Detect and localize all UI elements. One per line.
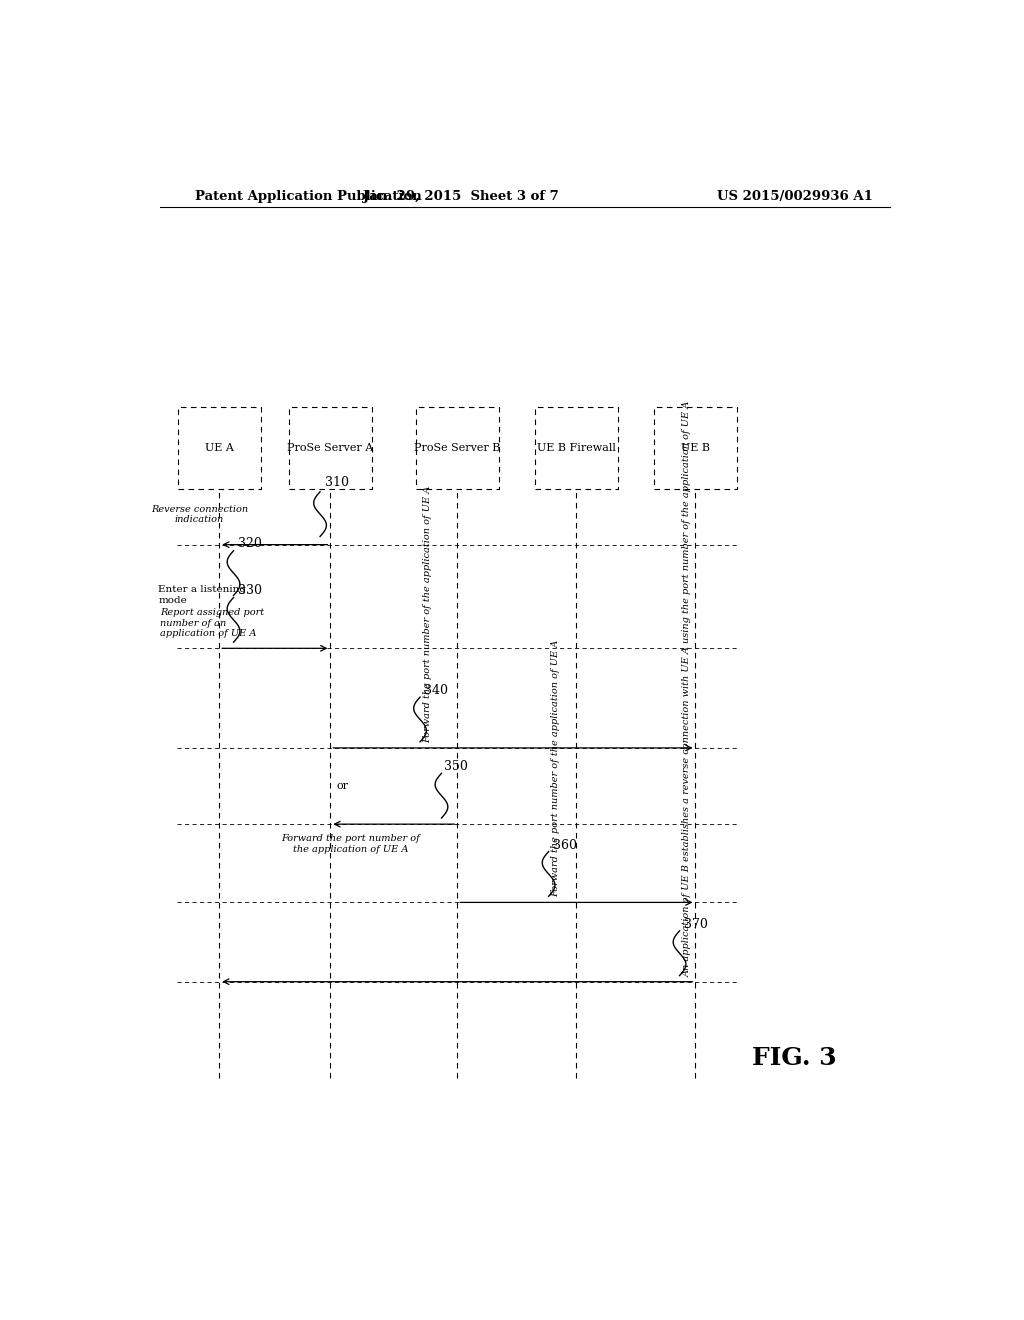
Text: 310: 310 xyxy=(325,475,349,488)
Text: FIG. 3: FIG. 3 xyxy=(753,1045,837,1071)
Text: Report assigned port
number of an
application of UE A: Report assigned port number of an applic… xyxy=(160,609,264,638)
Text: or: or xyxy=(336,781,348,791)
Text: 370: 370 xyxy=(684,917,708,931)
Text: Patent Application Publication: Patent Application Publication xyxy=(196,190,422,202)
Text: ProSe Server B: ProSe Server B xyxy=(414,444,501,453)
Text: US 2015/0029936 A1: US 2015/0029936 A1 xyxy=(717,190,872,202)
Text: Forward the port number of
the application of UE A: Forward the port number of the applicati… xyxy=(281,834,420,854)
Text: 350: 350 xyxy=(443,760,468,774)
Text: 360: 360 xyxy=(553,838,577,851)
Text: An application of UE B establishes a reverse connection with UE A using the port: An application of UE B establishes a rev… xyxy=(682,400,691,977)
Text: Enter a listening
mode: Enter a listening mode xyxy=(158,585,246,605)
Text: ProSe Server A: ProSe Server A xyxy=(288,444,374,453)
Text: Jan. 29, 2015  Sheet 3 of 7: Jan. 29, 2015 Sheet 3 of 7 xyxy=(364,190,559,202)
Text: UE A: UE A xyxy=(205,444,233,453)
Text: 330: 330 xyxy=(239,585,262,598)
Text: Forward the port number of the application of UE A: Forward the port number of the applicati… xyxy=(423,486,432,743)
Text: 320: 320 xyxy=(239,537,262,549)
Text: 340: 340 xyxy=(424,684,449,697)
Text: UE B Firewall: UE B Firewall xyxy=(537,444,615,453)
Text: Forward the port number of the application of UE A: Forward the port number of the applicati… xyxy=(552,640,560,898)
Text: UE B: UE B xyxy=(681,444,710,453)
Text: Reverse connection
indication: Reverse connection indication xyxy=(151,506,248,524)
